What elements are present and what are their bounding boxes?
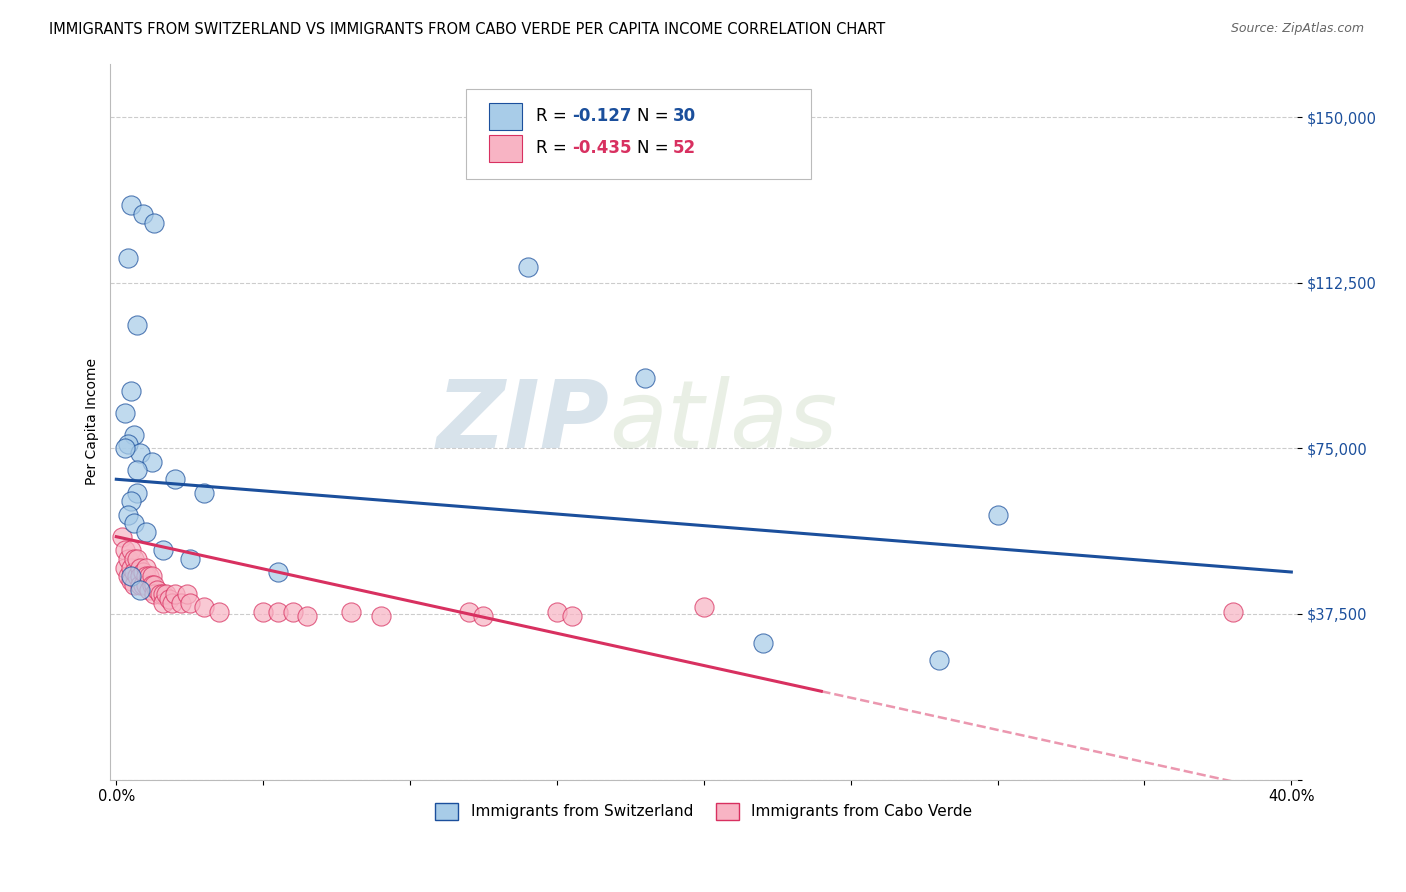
Text: atlas: atlas — [609, 376, 837, 467]
Point — [111, 530, 134, 544]
Legend: Immigrants from Switzerland, Immigrants from Cabo Verde: Immigrants from Switzerland, Immigrants … — [429, 797, 979, 826]
Point — [634, 370, 657, 384]
Point — [297, 609, 319, 624]
Point — [120, 384, 142, 398]
Point — [117, 508, 139, 522]
Point — [163, 472, 186, 486]
Point — [143, 216, 166, 230]
Point — [138, 582, 160, 597]
Point — [125, 551, 148, 566]
Text: Source: ZipAtlas.com: Source: ZipAtlas.com — [1230, 22, 1364, 36]
Point — [146, 582, 169, 597]
Text: ZIP: ZIP — [436, 376, 609, 467]
Point — [267, 605, 290, 619]
Point — [340, 605, 363, 619]
Point — [267, 565, 290, 579]
Point — [122, 578, 145, 592]
Point — [152, 596, 174, 610]
Point — [114, 543, 136, 558]
Point — [163, 587, 186, 601]
Point — [138, 569, 160, 583]
Point — [128, 560, 150, 574]
Point — [176, 587, 198, 601]
FancyBboxPatch shape — [467, 89, 811, 178]
Point — [141, 578, 163, 592]
Point — [117, 437, 139, 451]
Point — [516, 260, 538, 275]
Point — [122, 428, 145, 442]
Point — [132, 207, 155, 221]
Point — [152, 543, 174, 558]
Point — [120, 198, 142, 212]
Point — [179, 551, 201, 566]
Point — [135, 578, 157, 592]
Point — [120, 574, 142, 588]
Text: N =: N = — [637, 107, 675, 125]
Point — [751, 635, 773, 649]
Point — [128, 582, 150, 597]
Text: IMMIGRANTS FROM SWITZERLAND VS IMMIGRANTS FROM CABO VERDE PER CAPITA INCOME CORR: IMMIGRANTS FROM SWITZERLAND VS IMMIGRANT… — [49, 22, 886, 37]
Point — [125, 318, 148, 332]
Point — [179, 596, 201, 610]
Point — [193, 485, 215, 500]
Point — [141, 454, 163, 468]
Point — [141, 569, 163, 583]
Point — [1222, 605, 1244, 619]
FancyBboxPatch shape — [489, 103, 522, 130]
Point — [252, 605, 274, 619]
Text: -0.435: -0.435 — [572, 139, 631, 158]
Text: 30: 30 — [673, 107, 696, 125]
Point — [155, 587, 177, 601]
Point — [472, 609, 495, 624]
Point — [122, 551, 145, 566]
Point — [132, 578, 155, 592]
Text: 52: 52 — [673, 139, 696, 158]
Point — [160, 596, 183, 610]
Point — [125, 485, 148, 500]
Text: R =: R = — [537, 107, 572, 125]
Point — [281, 605, 304, 619]
Point — [135, 560, 157, 574]
Point — [193, 600, 215, 615]
Point — [114, 406, 136, 420]
Y-axis label: Per Capita Income: Per Capita Income — [86, 359, 100, 485]
Point — [114, 442, 136, 456]
Point — [120, 494, 142, 508]
Point — [149, 587, 172, 601]
Point — [135, 525, 157, 540]
Point — [120, 569, 142, 583]
Point — [117, 551, 139, 566]
Point — [143, 578, 166, 592]
Point — [170, 596, 193, 610]
Text: -0.127: -0.127 — [572, 107, 631, 125]
Point — [120, 543, 142, 558]
Point — [120, 560, 142, 574]
Point — [457, 605, 479, 619]
Point — [693, 600, 716, 615]
Point — [125, 569, 148, 583]
Point — [157, 591, 180, 606]
Point — [114, 560, 136, 574]
Point — [128, 578, 150, 592]
Point — [128, 569, 150, 583]
FancyBboxPatch shape — [489, 135, 522, 162]
Point — [132, 565, 155, 579]
Point — [546, 605, 568, 619]
Point — [208, 605, 231, 619]
Point — [117, 569, 139, 583]
Point — [122, 516, 145, 531]
Point — [143, 587, 166, 601]
Point — [122, 565, 145, 579]
Point — [928, 653, 950, 667]
Point — [561, 609, 583, 624]
Point — [125, 463, 148, 477]
Point — [117, 252, 139, 266]
Text: R =: R = — [537, 139, 572, 158]
Point — [135, 569, 157, 583]
Text: N =: N = — [637, 139, 675, 158]
Point — [987, 508, 1010, 522]
Point — [152, 587, 174, 601]
Point — [128, 446, 150, 460]
Point — [370, 609, 392, 624]
